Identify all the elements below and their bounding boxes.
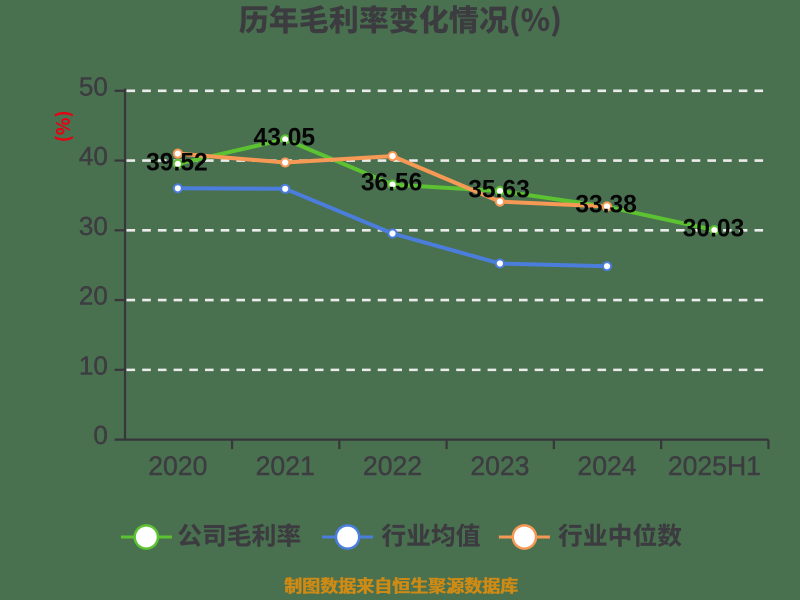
svg-text:35.63: 35.63 — [468, 177, 530, 204]
svg-text:2021: 2021 — [256, 451, 315, 481]
svg-text:33.38: 33.38 — [575, 192, 637, 219]
svg-text:50: 50 — [79, 71, 108, 101]
svg-text:30: 30 — [79, 211, 108, 241]
svg-text:39.52: 39.52 — [146, 150, 208, 177]
svg-text:40: 40 — [79, 141, 108, 171]
svg-text:10: 10 — [79, 350, 108, 380]
svg-text:30.03: 30.03 — [683, 215, 745, 242]
svg-text:20: 20 — [79, 281, 108, 311]
svg-text:2023: 2023 — [470, 451, 529, 481]
svg-text:43.05: 43.05 — [254, 124, 316, 151]
svg-text:2024: 2024 — [577, 451, 636, 481]
svg-text:2020: 2020 — [148, 451, 207, 481]
svg-text:36.56: 36.56 — [361, 170, 423, 197]
svg-text:0: 0 — [93, 420, 107, 450]
svg-text:2025H1: 2025H1 — [668, 451, 761, 481]
svg-text:2022: 2022 — [363, 451, 422, 481]
